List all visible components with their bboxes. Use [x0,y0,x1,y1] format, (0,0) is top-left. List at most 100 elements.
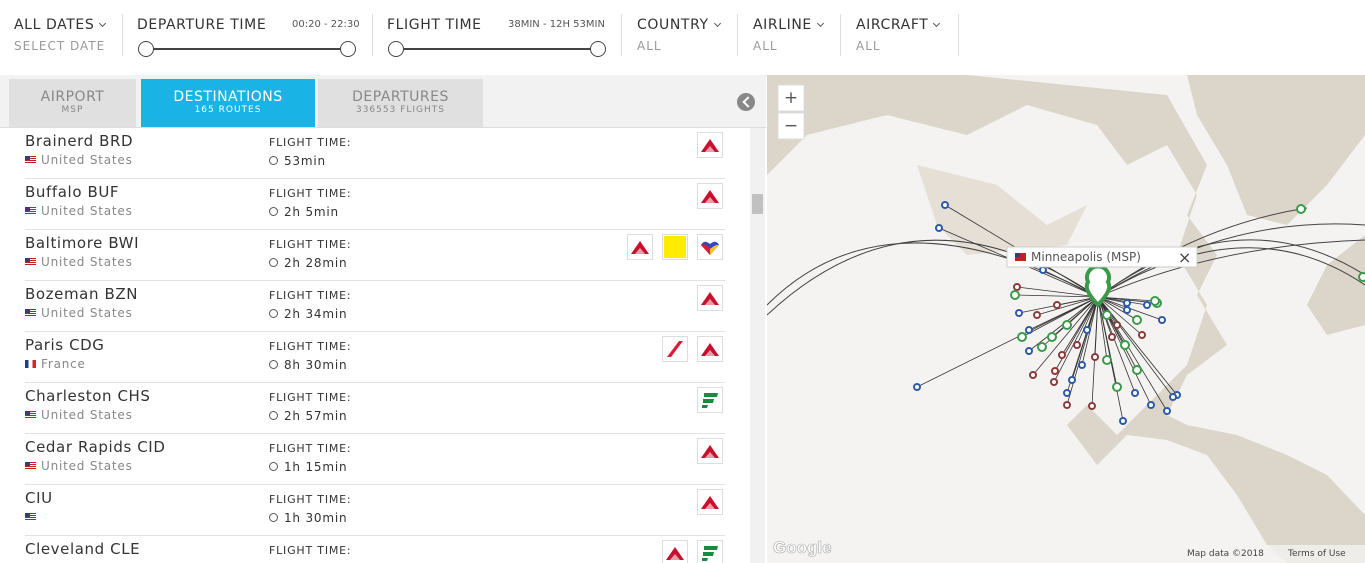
airport-marker[interactable] [1062,320,1072,330]
airport-marker[interactable] [1358,272,1365,282]
airport-marker[interactable] [1123,299,1131,307]
airline-logo[interactable] [697,387,723,413]
filter-label[interactable]: DEPARTURE TIME [137,17,267,33]
airport-marker[interactable] [1113,321,1121,329]
airport-marker[interactable] [1050,378,1058,386]
filter-label[interactable]: FLIGHT TIME [387,17,482,33]
airport-marker[interactable] [1112,382,1122,392]
zoom-icon[interactable]: − [784,116,798,136]
airport-marker[interactable] [913,383,921,391]
airport-marker[interactable] [1025,326,1033,334]
airport-marker[interactable] [1108,333,1116,341]
airport-marker[interactable] [1047,332,1057,342]
airport-marker[interactable] [1091,353,1099,361]
zoom-button[interactable] [777,84,805,112]
airport-marker[interactable] [1063,401,1071,409]
airport-marker[interactable] [1058,351,1066,359]
airport-marker[interactable] [1063,389,1071,397]
destination-row[interactable]: Charleston CHS United States FLIGHT TIME: 2… [25,382,725,434]
slider-handle[interactable] [388,41,404,57]
airport-marker[interactable] [1132,315,1142,325]
airport-marker[interactable] [1147,401,1155,409]
collapse-button[interactable] [737,93,755,111]
airport-marker[interactable] [935,224,943,232]
airport-marker[interactable] [1068,376,1076,384]
airport-marker[interactable] [1088,402,1096,410]
map[interactable]: Minneapolis (MSP) × + − Google Map data ©2018… [767,75,1365,563]
destination-row[interactable]: Bozeman BZN United States FLIGHT TIME: 2h 3… [25,280,725,332]
airport-marker[interactable] [941,201,949,209]
airport-marker[interactable] [1123,306,1131,314]
destination-row[interactable]: Brainerd BRD United States FLIGHT TIME: 53m… [25,128,725,179]
filter-label[interactable]: ALL DATES [14,17,107,33]
airport-marker[interactable] [1120,340,1130,350]
airline-logo[interactable] [697,285,723,311]
airport-marker[interactable] [1102,355,1112,365]
airport-marker[interactable] [1163,407,1171,415]
route-line [1053,296,1099,383]
popup-close[interactable]: × [1178,248,1191,267]
airport-marker[interactable] [1078,361,1086,369]
filter-label[interactable]: COUNTRY [637,17,721,33]
airport-marker[interactable] [1169,393,1177,401]
tab[interactable]: DESTINATIONS 165 ROUTES [141,79,315,127]
airport-marker[interactable] [1053,301,1061,309]
airport-marker[interactable] [1102,310,1112,320]
filter-value[interactable]: ALL [753,39,778,53]
airport-marker[interactable] [1010,290,1020,300]
filter-label[interactable]: AIRCRAFT [856,17,941,33]
airport-marker[interactable] [1017,332,1027,342]
slider-handle[interactable] [340,41,356,57]
zoom-icon[interactable]: + [784,88,798,108]
airport-marker[interactable] [1138,331,1146,339]
airline-logo[interactable] [627,234,653,260]
tab[interactable]: AIRPORT MSP [9,79,136,127]
flight-time-label: FLIGHT TIME: [269,391,352,404]
destination-list: Brainerd BRD United States FLIGHT TIME: 53m… [0,128,750,563]
airport-marker[interactable] [1073,341,1081,349]
airport-marker[interactable] [1143,301,1151,309]
airline-logo[interactable] [697,234,723,260]
airport-marker[interactable] [1296,204,1306,214]
slider-handle[interactable] [590,41,606,57]
filter-label[interactable]: AIRLINE [753,17,824,33]
airline-logo[interactable] [662,234,688,260]
airport-marker[interactable] [1013,283,1021,291]
airline-logo[interactable] [697,183,723,209]
airline-logo[interactable] [662,540,688,563]
filter-value[interactable]: SELECT DATE [14,39,106,53]
destination-row[interactable]: Cedar Rapids CID United States FLIGHT TIME… [25,433,725,485]
destination-row[interactable]: Baltimore BWI United States FLIGHT TIME: 2h… [25,229,725,281]
scrollbar[interactable] [750,128,765,563]
airline-logo[interactable] [697,540,723,563]
airport-marker[interactable] [1158,316,1166,324]
airport-marker[interactable] [1132,365,1142,375]
filter-value[interactable]: ALL [637,39,662,53]
airport-marker[interactable] [1083,326,1091,334]
airport-marker[interactable] [1119,417,1127,425]
airport-marker[interactable] [1037,342,1047,352]
terms-link[interactable]: Terms of Use [1287,549,1346,559]
airline-logo[interactable] [697,489,723,515]
airline-logo[interactable] [697,132,723,158]
filter-value[interactable]: ALL [856,39,881,53]
destination-row[interactable]: Buffalo BUF United States FLIGHT TIME: 2h 5… [25,178,725,230]
airport-marker[interactable] [1051,367,1059,375]
airport-marker[interactable] [1033,311,1041,319]
slider-handle[interactable] [138,41,154,57]
airline-logo[interactable] [697,438,723,464]
airport-marker[interactable] [1025,347,1033,355]
airport-marker[interactable] [1015,309,1023,317]
airport-marker[interactable] [1029,371,1037,379]
flag [25,411,36,419]
zoom-button[interactable] [777,112,805,140]
airline-logo[interactable] [697,336,723,362]
destination-row[interactable]: CIU FLIGHT TIME: 1h 30min [25,484,725,536]
destination-row[interactable]: Paris CDG France FLIGHT TIME: 8h 30min [25,331,725,383]
airport-marker[interactable] [1150,296,1160,306]
airport-marker[interactable] [1039,266,1047,274]
destination-row[interactable]: Cleveland CLE FLIGHT TIME: [25,535,725,563]
airport-marker[interactable] [1131,389,1139,397]
airline-logo[interactable] [662,336,688,362]
tab[interactable]: DEPARTURES 336553 FLIGHTS [318,79,483,127]
